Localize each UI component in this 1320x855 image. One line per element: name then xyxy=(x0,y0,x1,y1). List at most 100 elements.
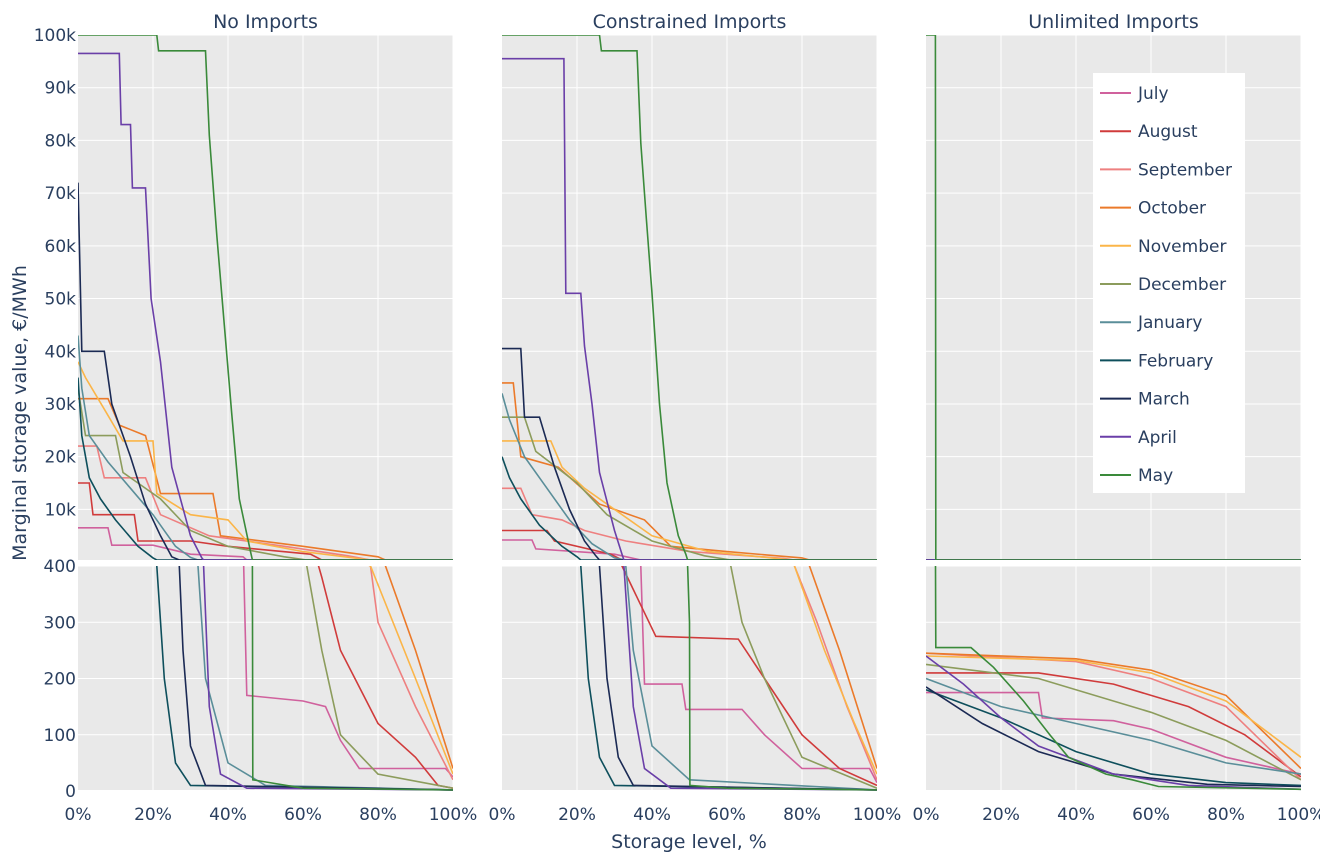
series-line-october xyxy=(384,566,453,769)
series-line-january xyxy=(926,677,1301,775)
y-tick-label-upper: 10k xyxy=(45,500,77,520)
legend-label-march: March xyxy=(1138,390,1190,410)
legend-label-december: December xyxy=(1138,275,1226,295)
series-line-february xyxy=(579,566,877,791)
x-tick-label: 0% xyxy=(65,805,92,825)
y-tick-label-lower: 0 xyxy=(65,782,76,802)
legend: July August September October November Decemb… xyxy=(1093,73,1245,493)
y-tick-label-lower: 100 xyxy=(44,726,76,746)
y-tick-label-upper: 70k xyxy=(45,184,77,204)
series-line-may xyxy=(502,35,877,560)
series-line-december xyxy=(305,566,453,789)
x-tick-label: 40% xyxy=(1057,805,1095,825)
series-line-november xyxy=(793,566,877,775)
series-line-april xyxy=(78,52,453,560)
x-tick-label: 80% xyxy=(783,805,821,825)
y-tick-label-lower: 300 xyxy=(44,613,76,633)
y-tick-label-upper: 20k xyxy=(45,448,77,468)
legend-label-january: January xyxy=(1137,313,1202,333)
legend-label-july: July xyxy=(1137,84,1169,104)
legend-label-april: April xyxy=(1138,428,1177,448)
legend-label-september: September xyxy=(1138,160,1232,180)
tick-labels: 0% 20% 40% 60% 80% 100% 0% 20% 40% 60% 80% 100% 0% 20… xyxy=(34,26,1320,825)
x-tick-label: 0% xyxy=(489,805,516,825)
x-tick-label: 20% xyxy=(982,805,1020,825)
y-tick-label-lower: 400 xyxy=(44,557,76,577)
x-tick-label: 100% xyxy=(853,805,902,825)
series-line-july xyxy=(926,691,1301,775)
plot-area-upper-2 xyxy=(502,35,877,560)
x-tick-label: 40% xyxy=(633,805,671,825)
series-line-may xyxy=(78,35,453,560)
y-tick-label-upper: 60k xyxy=(45,237,77,257)
series-line-april xyxy=(623,566,877,791)
series-line-september xyxy=(793,566,877,781)
series-line-may xyxy=(934,566,1301,791)
y-tick-label-upper: 30k xyxy=(45,395,77,415)
series-line-october xyxy=(808,566,877,769)
x-tick-label: 20% xyxy=(558,805,596,825)
series-line-august xyxy=(78,482,453,560)
series-line-december xyxy=(926,663,1301,781)
legend-label-may: May xyxy=(1138,466,1173,486)
x-tick-label: 60% xyxy=(1132,805,1170,825)
series-line-september xyxy=(369,566,453,781)
x-tick-label: 100% xyxy=(429,805,478,825)
series-line-november xyxy=(502,440,877,560)
y-axis-title: Marginal storage value, €/MWh xyxy=(9,265,31,561)
plot-area-upper-1 xyxy=(78,35,453,560)
y-tick-label-lower: 200 xyxy=(44,670,76,690)
panel-title: No Imports xyxy=(213,11,318,33)
series-line-april xyxy=(926,655,1301,791)
series-line-november xyxy=(926,655,1301,758)
legend-label-november: November xyxy=(1138,237,1226,257)
series-line-december xyxy=(78,388,453,560)
x-tick-label: 60% xyxy=(708,805,746,825)
y-tick-label-upper: 90k xyxy=(45,79,77,99)
series-line-march xyxy=(926,686,1301,788)
series-line-april xyxy=(202,566,453,791)
y-tick-label-upper: 50k xyxy=(45,290,77,310)
series-line-july xyxy=(639,566,877,783)
panel-title: Unlimited Imports xyxy=(1028,11,1199,33)
series-line-april xyxy=(502,57,877,560)
series-line-february xyxy=(502,456,877,560)
series-line-february xyxy=(926,689,1301,787)
series-line-july xyxy=(242,566,453,778)
series-line-august xyxy=(926,672,1301,778)
series-line-february xyxy=(78,377,453,560)
series-line-september xyxy=(502,487,877,560)
x-tick-label: 80% xyxy=(1207,805,1245,825)
series-line-may xyxy=(686,566,877,791)
series-line-december xyxy=(729,566,877,789)
x-tick-label: 0% xyxy=(913,805,940,825)
legend-label-august: August xyxy=(1138,122,1198,142)
x-tick-label: 40% xyxy=(209,805,247,825)
series-line-january xyxy=(624,566,877,791)
series-line-august xyxy=(317,566,453,789)
x-tick-label: 100% xyxy=(1277,805,1320,825)
series-line-march xyxy=(502,347,877,560)
series-line-july xyxy=(78,526,453,560)
legend-label-february: February xyxy=(1138,351,1213,371)
panel-title: Constrained Imports xyxy=(593,11,787,33)
series-line-march xyxy=(598,566,877,791)
y-tick-label-upper: 100k xyxy=(34,26,76,46)
x-tick-label: 60% xyxy=(284,805,322,825)
series-line-march xyxy=(178,566,453,791)
series-line-february xyxy=(155,566,453,791)
series-line-january xyxy=(78,335,453,560)
series-line-january xyxy=(197,566,453,791)
y-tick-label-upper: 40k xyxy=(45,342,77,362)
y-tick-label-upper: 80k xyxy=(45,131,77,151)
series-lines xyxy=(78,35,1301,791)
legend-label-october: October xyxy=(1138,199,1206,219)
series-line-august xyxy=(621,566,877,787)
series-line-january xyxy=(502,393,877,560)
x-axis-title: Storage level, % xyxy=(611,831,767,853)
series-line-december xyxy=(502,416,877,560)
x-tick-label: 20% xyxy=(134,805,172,825)
x-tick-label: 80% xyxy=(359,805,397,825)
series-line-may xyxy=(251,566,453,791)
series-line-march xyxy=(78,182,453,560)
